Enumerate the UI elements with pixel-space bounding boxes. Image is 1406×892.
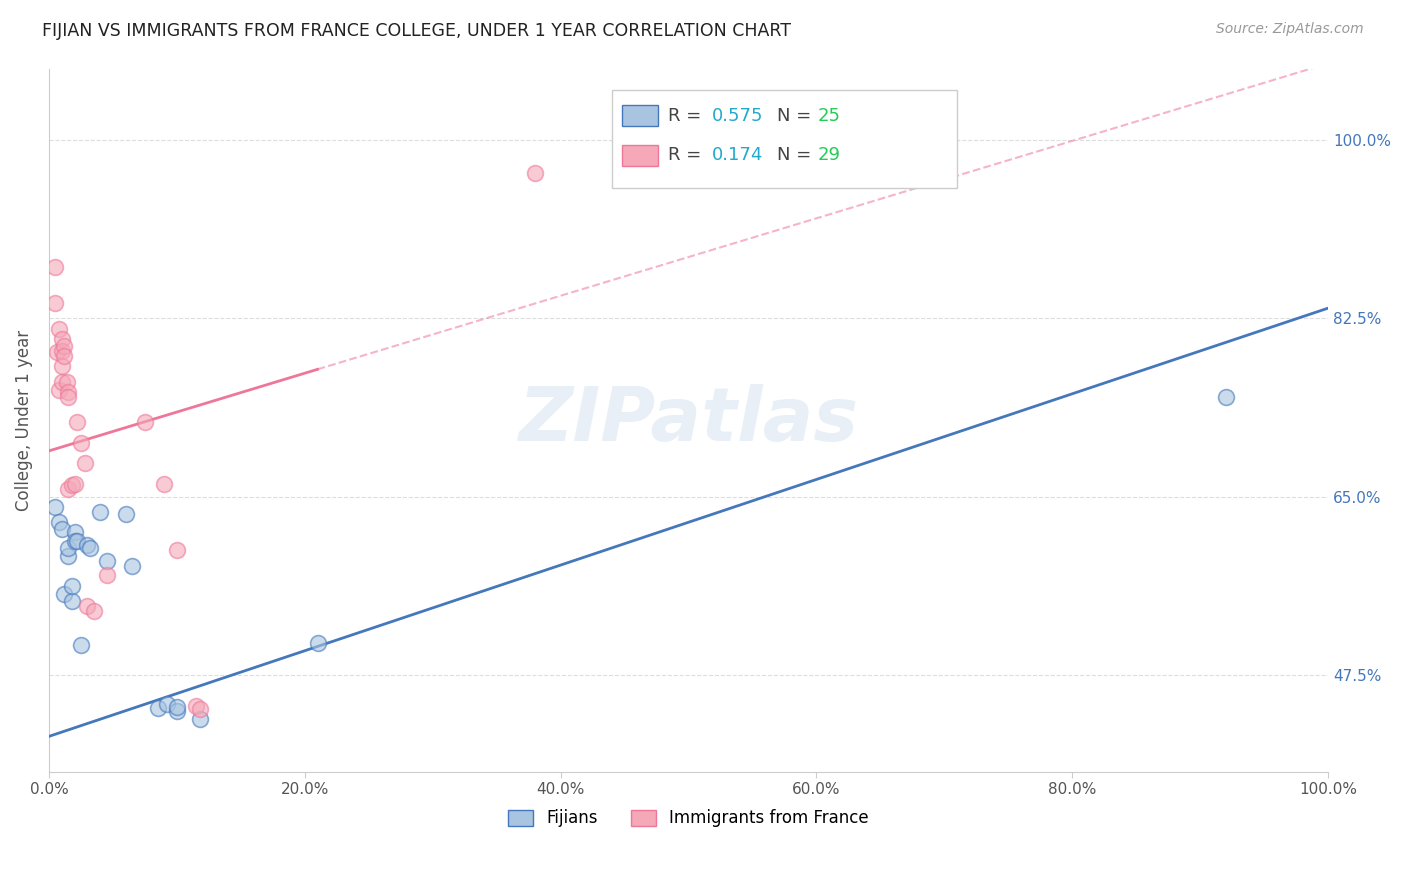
FancyBboxPatch shape [621, 105, 658, 126]
Point [60, 579, 83, 593]
Point [44, 500, 66, 514]
Point [48, 383, 70, 397]
Text: 29: 29 [818, 146, 841, 164]
Point [56, 549, 79, 563]
Text: 0.575: 0.575 [711, 107, 763, 125]
Text: R =: R = [668, 107, 707, 125]
Point [184, 698, 207, 713]
Point [48, 515, 70, 529]
Point [60, 593, 83, 607]
Point [53, 339, 76, 353]
Point [53, 586, 76, 600]
Point [524, 165, 547, 179]
FancyBboxPatch shape [612, 89, 957, 188]
Point [56, 390, 79, 404]
Point [53, 349, 76, 363]
Point [121, 559, 143, 574]
Point [1215, 390, 1237, 404]
Point [73, 456, 96, 470]
Point [51, 332, 73, 346]
Point [96, 568, 118, 582]
Point [76, 538, 98, 552]
Point [83, 604, 105, 618]
Point [60, 477, 83, 491]
Point [51, 375, 73, 389]
Text: 0.174: 0.174 [711, 146, 763, 164]
Point [166, 699, 188, 714]
FancyBboxPatch shape [621, 145, 658, 166]
Text: ZIPatlas: ZIPatlas [519, 384, 859, 457]
Point [66, 533, 89, 548]
Point [56, 482, 79, 496]
Point [44, 296, 66, 310]
Point [70, 435, 93, 450]
Text: R =: R = [668, 146, 713, 164]
Point [89, 505, 111, 519]
Text: Source: ZipAtlas.com: Source: ZipAtlas.com [1216, 22, 1364, 37]
Point [56, 541, 79, 555]
Point [45, 345, 67, 359]
Point [166, 542, 188, 557]
Point [146, 701, 169, 715]
Legend: Fijians, Immigrants from France: Fijians, Immigrants from France [502, 803, 876, 834]
Point [156, 697, 179, 711]
Point [79, 541, 101, 555]
Point [134, 415, 156, 429]
Point [188, 702, 211, 716]
Point [48, 321, 70, 335]
Point [51, 343, 73, 358]
Point [56, 384, 79, 399]
Point [153, 476, 176, 491]
Point [66, 415, 89, 429]
Point [63, 476, 86, 491]
Text: N =: N = [778, 146, 817, 164]
Text: FIJIAN VS IMMIGRANTS FROM FRANCE COLLEGE, UNDER 1 YEAR CORRELATION CHART: FIJIAN VS IMMIGRANTS FROM FRANCE COLLEGE… [42, 22, 792, 40]
Point [63, 533, 86, 548]
Point [70, 638, 93, 652]
Point [44, 260, 66, 275]
Point [188, 712, 211, 726]
Text: N =: N = [778, 107, 817, 125]
Point [51, 522, 73, 536]
Point [114, 507, 136, 521]
Point [166, 704, 188, 718]
Point [76, 599, 98, 613]
Point [51, 359, 73, 374]
Y-axis label: College, Under 1 year: College, Under 1 year [15, 330, 32, 511]
Point [63, 525, 86, 540]
Text: 25: 25 [818, 107, 841, 125]
Point [307, 635, 329, 649]
Point [56, 375, 79, 389]
Point [96, 554, 118, 568]
